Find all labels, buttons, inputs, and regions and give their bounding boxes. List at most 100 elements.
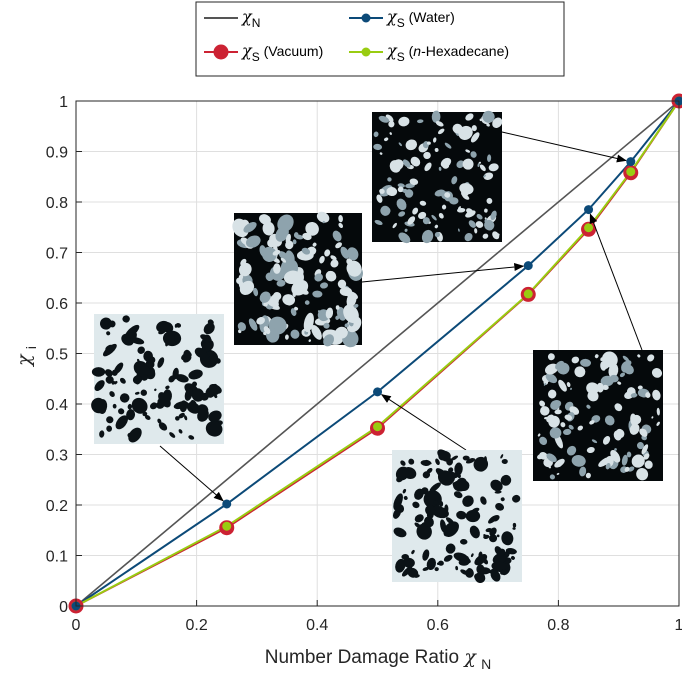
inset-speck (560, 422, 566, 428)
legend-label: χS (Water) (386, 7, 455, 30)
inset-speck (292, 239, 297, 245)
inset-speck (474, 228, 478, 234)
water-point (373, 387, 382, 397)
inset-speck (335, 315, 340, 320)
inset-speck (200, 334, 209, 341)
inset-speck (347, 247, 359, 261)
inset-speck (598, 457, 611, 467)
inset-speck (547, 353, 555, 361)
inset-speck (434, 232, 440, 238)
inset-speck (512, 494, 521, 503)
inset-speck (316, 211, 330, 223)
inset-speck (197, 404, 209, 415)
x-tick-label: 0.4 (306, 617, 328, 634)
inset-speck (327, 271, 334, 280)
inset-speck (395, 558, 406, 573)
inset-speck (419, 200, 427, 206)
inset-speck (397, 183, 405, 188)
inset-speck (330, 255, 337, 261)
inset-speck (335, 305, 340, 310)
hexadecane-point (373, 422, 382, 432)
inset-speck (215, 358, 221, 364)
inset-speck (422, 567, 429, 571)
inset-speck (273, 263, 281, 274)
x-axis-label: Number Damage Ratio χ N (265, 646, 492, 672)
inset-speck (246, 235, 261, 248)
inset-speck (436, 562, 441, 566)
inset-speck (174, 333, 181, 343)
inset-speck (512, 527, 516, 530)
inset-speck (325, 307, 334, 319)
inset-speck (165, 385, 170, 390)
inset-speck (624, 466, 630, 472)
inset-speck (106, 331, 111, 336)
inset-speck (106, 416, 114, 424)
inset-speck (388, 120, 395, 128)
inset-speck (302, 232, 312, 241)
inset-speck (433, 505, 447, 515)
y-axis-label-sub: i (23, 346, 39, 349)
inset-speck (543, 382, 547, 386)
inset-speck (157, 357, 165, 368)
inset-speck (398, 142, 402, 147)
inset-speck (471, 507, 480, 514)
inset-speck (591, 439, 598, 444)
ticks: 0 0.2 0.4 0.6 0.8 1 0 0.1 0.2 0.3 0.4 0.5 0.6 0.7 0.8 0… (46, 94, 682, 634)
inset-speck (471, 125, 477, 132)
inset-speck (656, 407, 660, 416)
inset-speck (456, 510, 467, 520)
inset-speck (189, 399, 197, 411)
inset-speck (456, 472, 461, 479)
inset-speck (294, 306, 299, 311)
inset-speck (112, 403, 117, 409)
inset-speck (540, 406, 550, 416)
inset-speck (400, 460, 406, 466)
inset-speck (285, 334, 289, 340)
inset-speck (149, 402, 158, 410)
hexadecane-point (523, 289, 533, 299)
inset-speck (641, 444, 649, 455)
inset-speck (656, 421, 660, 426)
water-point (523, 261, 533, 271)
inset-speck (169, 432, 176, 438)
inset-speck (486, 197, 493, 204)
inset-speck (462, 495, 474, 507)
inset-speck (487, 154, 492, 163)
inset-speck (492, 552, 508, 565)
inset-speck (397, 186, 404, 193)
inset-speck (338, 215, 343, 223)
inset-speck (546, 453, 557, 463)
inset-speck (495, 572, 500, 577)
inset-speck (539, 436, 548, 446)
inset-speck (585, 472, 591, 479)
inset-speck (470, 553, 474, 558)
inset-speck (571, 455, 586, 467)
inset-speck (259, 291, 271, 303)
inset-speck (580, 358, 592, 367)
inset-speck (401, 566, 413, 577)
inset-speck (184, 415, 188, 421)
inset-speck (544, 416, 550, 420)
inset-speck (293, 232, 299, 238)
inset-speck (475, 221, 484, 228)
inset-speck (385, 114, 394, 122)
inset-speck (384, 137, 389, 142)
inset-speck (91, 397, 106, 414)
inset-speck (314, 273, 324, 282)
inset-speck (614, 403, 623, 412)
inset-speck (178, 429, 183, 434)
inset-speck (319, 255, 325, 264)
inset-speck (477, 163, 480, 167)
inset-speck (188, 435, 195, 440)
inset-speck (263, 301, 268, 307)
inset-speck (435, 120, 444, 127)
inset-075 (232, 211, 363, 348)
inset-speck (416, 523, 432, 540)
inset-speck (156, 320, 170, 333)
inset-speck (495, 502, 504, 511)
inset-speck (332, 230, 342, 242)
inset-speck (570, 387, 573, 390)
inset-speck (340, 246, 350, 259)
inset-speck (644, 460, 653, 469)
inset-speck (609, 374, 619, 383)
